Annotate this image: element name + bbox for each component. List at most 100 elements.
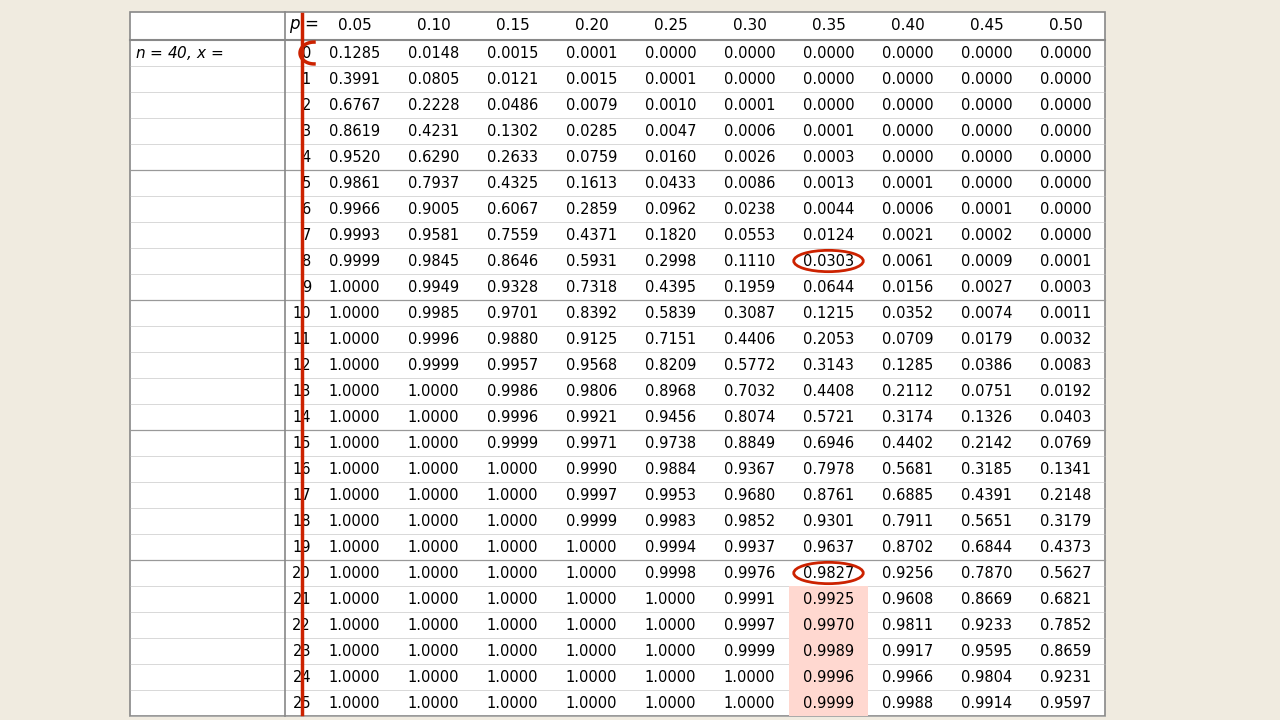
Text: 0.0015: 0.0015 (566, 71, 617, 86)
Text: 1.0000: 1.0000 (645, 592, 696, 606)
Text: 0.0000: 0.0000 (645, 45, 696, 60)
Text: 0.9966: 0.9966 (882, 670, 933, 685)
Text: 0.8074: 0.8074 (723, 410, 776, 425)
Text: 0.05: 0.05 (338, 19, 371, 34)
Text: 1.0000: 1.0000 (329, 331, 380, 346)
Text: 3: 3 (302, 124, 311, 138)
Text: 0.9953: 0.9953 (645, 487, 696, 503)
Text: 0.0001: 0.0001 (566, 45, 617, 60)
Text: 0.0079: 0.0079 (566, 97, 617, 112)
Text: 0.9993: 0.9993 (329, 228, 380, 243)
Text: 0.7870: 0.7870 (961, 565, 1012, 580)
Text: 0.9852: 0.9852 (724, 513, 776, 528)
Text: 14: 14 (293, 410, 311, 425)
Text: 1: 1 (302, 71, 311, 86)
Bar (131, 12, 1105, 716)
Text: 0.6844: 0.6844 (961, 539, 1012, 554)
Text: 0.9738: 0.9738 (645, 436, 696, 451)
Text: 1.0000: 1.0000 (486, 462, 539, 477)
Text: 0.6821: 0.6821 (1039, 592, 1091, 606)
Text: 0.9301: 0.9301 (803, 513, 854, 528)
Text: 0.5627: 0.5627 (1039, 565, 1091, 580)
Text: 0.0769: 0.0769 (1039, 436, 1091, 451)
Text: 0.10: 0.10 (416, 19, 451, 34)
Text: 0.9976: 0.9976 (724, 565, 776, 580)
Text: 0.7559: 0.7559 (486, 228, 538, 243)
Text: 0.9637: 0.9637 (803, 539, 854, 554)
Text: 0.4371: 0.4371 (566, 228, 617, 243)
Text: 1.0000: 1.0000 (329, 410, 380, 425)
Text: 0.2112: 0.2112 (882, 384, 933, 398)
Text: 0.0179: 0.0179 (961, 331, 1012, 346)
Text: 1.0000: 1.0000 (329, 565, 380, 580)
Text: 0.9861: 0.9861 (329, 176, 380, 191)
Text: 0.0021: 0.0021 (882, 228, 933, 243)
Text: 0.8209: 0.8209 (645, 358, 696, 372)
Text: 1.0000: 1.0000 (408, 618, 460, 632)
Text: 0.8669: 0.8669 (961, 592, 1012, 606)
Text: 0.0000: 0.0000 (1039, 176, 1092, 191)
Text: 0.0013: 0.0013 (803, 176, 854, 191)
Text: 0.0000: 0.0000 (882, 71, 933, 86)
Text: 0.4231: 0.4231 (408, 124, 460, 138)
Text: 1.0000: 1.0000 (329, 358, 380, 372)
Text: $n$ = 40, $x$ =: $n$ = 40, $x$ = (134, 44, 223, 62)
Text: 7: 7 (302, 228, 311, 243)
Text: 20: 20 (292, 565, 311, 580)
Text: 0.9827: 0.9827 (803, 565, 854, 580)
Text: 0.0044: 0.0044 (803, 202, 854, 217)
Text: 1.0000: 1.0000 (486, 513, 539, 528)
Text: 0.0644: 0.0644 (803, 279, 854, 294)
Text: 0.8761: 0.8761 (803, 487, 854, 503)
Text: 0.0386: 0.0386 (961, 358, 1012, 372)
Text: 0.30: 0.30 (732, 19, 767, 34)
Text: 1.0000: 1.0000 (486, 487, 539, 503)
Text: 0.0000: 0.0000 (961, 150, 1012, 164)
Text: 0.0000: 0.0000 (882, 97, 933, 112)
Text: 1.0000: 1.0000 (486, 539, 539, 554)
Text: 0.0000: 0.0000 (803, 97, 854, 112)
Text: 0.9597: 0.9597 (1039, 696, 1091, 711)
Text: 0.0192: 0.0192 (1039, 384, 1091, 398)
Text: $p$ =: $p$ = (289, 17, 319, 35)
Text: 0.2053: 0.2053 (803, 331, 854, 346)
Text: 11: 11 (293, 331, 311, 346)
Text: 0.9991: 0.9991 (724, 592, 776, 606)
Text: 0.7151: 0.7151 (645, 331, 696, 346)
Text: 0.9996: 0.9996 (486, 410, 538, 425)
Text: 1.0000: 1.0000 (645, 696, 696, 711)
Text: 0.9971: 0.9971 (566, 436, 617, 451)
Text: 0.0962: 0.0962 (645, 202, 696, 217)
Text: 0.0148: 0.0148 (408, 45, 460, 60)
Bar (788, 638, 868, 664)
Text: 1.0000: 1.0000 (408, 539, 460, 554)
Text: 0.0000: 0.0000 (961, 97, 1012, 112)
Text: 21: 21 (292, 592, 311, 606)
Text: 0.0000: 0.0000 (882, 45, 933, 60)
Text: 0.8849: 0.8849 (724, 436, 776, 451)
Text: 24: 24 (292, 670, 311, 685)
Text: 0.9233: 0.9233 (961, 618, 1012, 632)
Text: 1.0000: 1.0000 (329, 279, 380, 294)
Text: 0.0285: 0.0285 (566, 124, 617, 138)
Text: 1.0000: 1.0000 (408, 696, 460, 711)
Text: 0.9966: 0.9966 (329, 202, 380, 217)
Text: 0.0805: 0.0805 (408, 71, 460, 86)
Text: 0: 0 (302, 45, 311, 60)
Text: 0.9520: 0.9520 (329, 150, 380, 164)
Text: 1.0000: 1.0000 (723, 696, 776, 711)
Text: 1.0000: 1.0000 (408, 462, 460, 477)
Text: 0.8659: 0.8659 (1039, 644, 1091, 659)
Text: 0.8646: 0.8646 (486, 253, 538, 269)
Text: 0.9917: 0.9917 (882, 644, 933, 659)
Text: 0.35: 0.35 (812, 19, 845, 34)
Text: 0.20: 0.20 (575, 19, 608, 34)
Text: 0.5681: 0.5681 (882, 462, 933, 477)
Text: 0.5721: 0.5721 (803, 410, 854, 425)
Text: 0.9804: 0.9804 (961, 670, 1012, 685)
Text: 0.0000: 0.0000 (803, 71, 854, 86)
Text: 23: 23 (293, 644, 311, 659)
Text: 0.9921: 0.9921 (566, 410, 617, 425)
Text: 0.7032: 0.7032 (723, 384, 776, 398)
Text: 0.9914: 0.9914 (961, 696, 1012, 711)
